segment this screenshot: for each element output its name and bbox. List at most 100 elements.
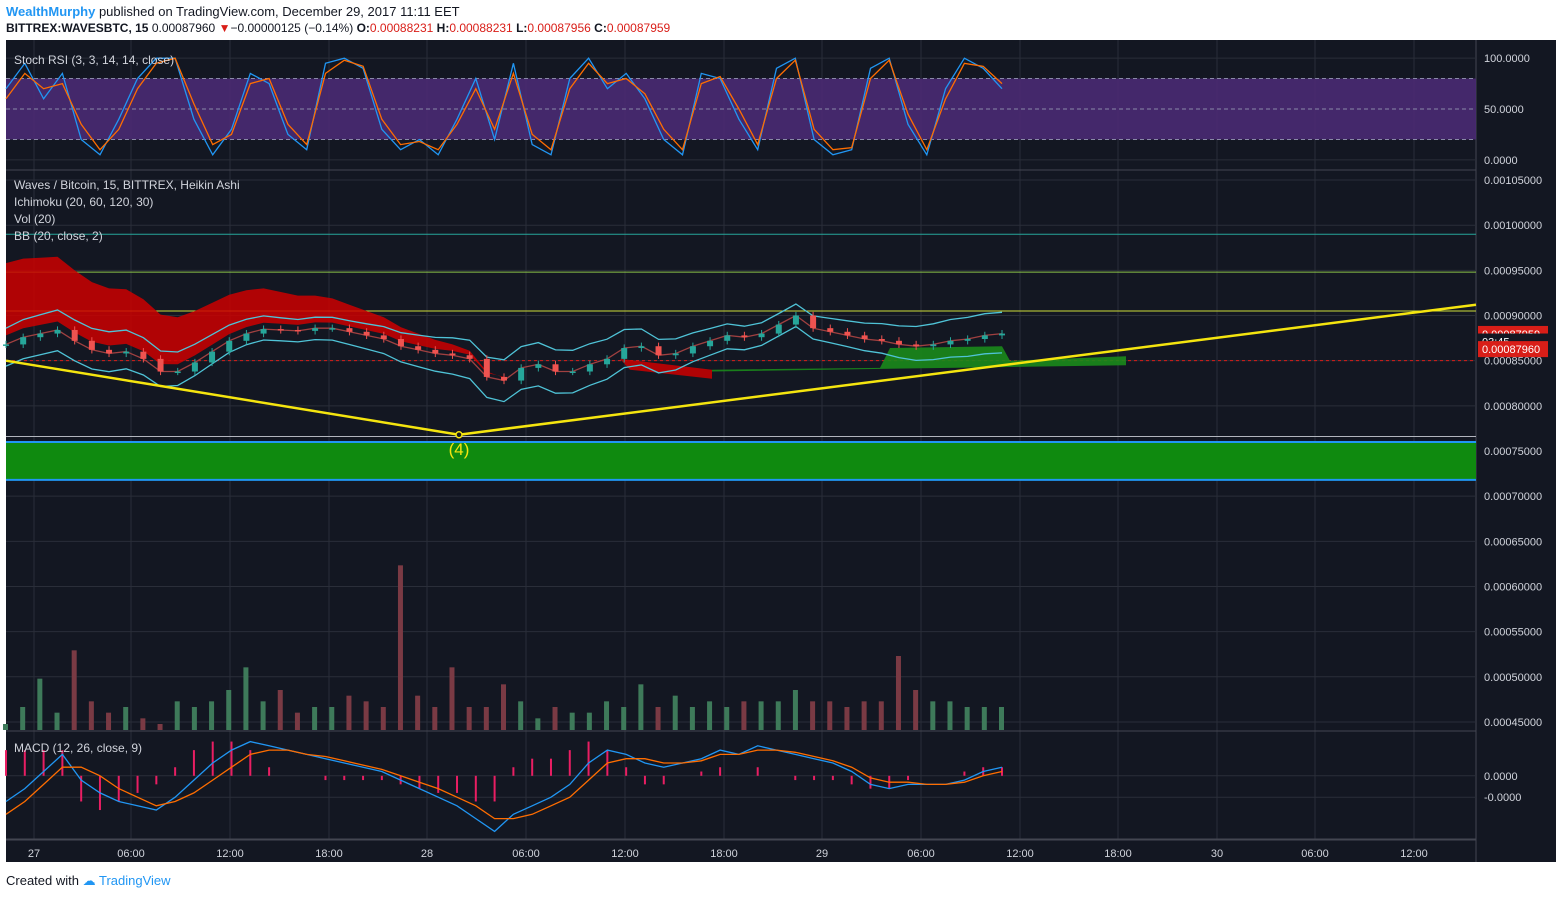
volume-bar bbox=[552, 707, 558, 730]
price-pane bbox=[3, 233, 1477, 481]
volume-bar bbox=[535, 718, 541, 730]
time-tick-label: 29 bbox=[816, 848, 828, 860]
price-tick-label: 0.00050000 bbox=[1484, 672, 1542, 684]
low-value: 0.00087956 bbox=[527, 21, 591, 35]
volume-bar bbox=[106, 712, 112, 730]
candle-body bbox=[895, 340, 902, 345]
volume-bar bbox=[20, 707, 26, 730]
candle-body bbox=[260, 329, 267, 334]
candle-body bbox=[878, 339, 885, 341]
time-tick-label: 27 bbox=[28, 848, 40, 860]
candle-body bbox=[535, 364, 542, 368]
candle-body bbox=[638, 346, 645, 349]
ichimoku-label: Ichimoku (20, 60, 120, 30) bbox=[14, 195, 153, 209]
candle-body bbox=[552, 364, 559, 372]
kumo-cloud-red-2 bbox=[620, 358, 712, 379]
tradingview-link[interactable]: TradingView bbox=[99, 873, 171, 888]
volume-bar bbox=[655, 707, 661, 730]
macd-tick-label: -0.0000 bbox=[1484, 792, 1521, 804]
candle-body bbox=[174, 371, 181, 374]
candle-body bbox=[913, 344, 920, 347]
candle-body bbox=[947, 340, 954, 345]
volume-bar bbox=[277, 690, 283, 730]
volume-bar bbox=[621, 707, 627, 730]
candle-body bbox=[157, 358, 164, 372]
candle-body bbox=[226, 340, 233, 352]
price-tick-label: 0.00090000 bbox=[1484, 311, 1542, 323]
candle-body bbox=[741, 335, 748, 338]
macd-signal-line bbox=[5, 749, 1003, 820]
volume-bar bbox=[981, 707, 987, 730]
time-axis[interactable]: 27 06:00 12:00 18:00 28 06:00 12:00 18:00 29 06:0… bbox=[28, 848, 1428, 860]
stoch-tick-label: 0.0000 bbox=[1484, 155, 1518, 167]
candle-body bbox=[397, 339, 404, 347]
volume-bar bbox=[861, 701, 867, 730]
candle-body bbox=[501, 376, 507, 381]
candle-body bbox=[415, 346, 422, 350]
candle-body bbox=[792, 315, 799, 325]
chart-canvas[interactable]: 100.0000 50.0000 0.0000 0.00105000 0.0010000… bbox=[0, 40, 1556, 868]
macd-line bbox=[5, 740, 1003, 833]
macd-pane bbox=[5, 740, 1003, 833]
volume-bar bbox=[260, 701, 266, 730]
stoch-rsi-pane bbox=[5, 57, 1476, 157]
wave-4-annotation: (4) bbox=[449, 440, 470, 459]
volume-bar bbox=[569, 712, 575, 730]
time-tick-label: 30 bbox=[1211, 848, 1223, 860]
price-axis[interactable]: 100.0000 50.0000 0.0000 0.00105000 0.0010000… bbox=[1478, 53, 1548, 804]
volume-bar bbox=[329, 707, 335, 730]
volume-bar bbox=[775, 701, 781, 730]
macd-title: MACD (12, 26, close, 9) bbox=[14, 741, 142, 755]
volume-bar bbox=[157, 724, 163, 730]
candle-body bbox=[810, 315, 817, 329]
price-tick-label: 0.00080000 bbox=[1484, 401, 1542, 413]
volume-bar bbox=[174, 701, 180, 730]
volume-bar bbox=[123, 707, 129, 730]
footer: Created with ☁ TradingView bbox=[6, 873, 171, 889]
candle-body bbox=[312, 328, 319, 331]
price-tag-label: 0.00087960 bbox=[1482, 344, 1540, 356]
candle-body bbox=[604, 358, 611, 365]
candle-body bbox=[981, 335, 988, 339]
candle-body bbox=[329, 328, 336, 330]
candle-body bbox=[20, 337, 27, 345]
symbol-label: BITTREX:WAVESBTC, 15 bbox=[6, 21, 149, 35]
candle-body bbox=[999, 333, 1005, 336]
volume-bar bbox=[638, 684, 644, 730]
volume-label: Vol (20) bbox=[14, 212, 55, 226]
price-tick-label: 0.00045000 bbox=[1484, 717, 1542, 729]
price-tick-label: 0.00085000 bbox=[1484, 356, 1542, 368]
time-tick-label: 12:00 bbox=[1400, 848, 1428, 860]
stoch-tick-label: 50.0000 bbox=[1484, 104, 1524, 116]
stoch-tick-label: 100.0000 bbox=[1484, 53, 1530, 65]
candle-body bbox=[775, 324, 782, 334]
volume-bars bbox=[3, 565, 1004, 730]
volume-bar bbox=[672, 695, 678, 730]
volume-bar bbox=[586, 712, 592, 730]
kumo-cloud-green bbox=[712, 346, 1126, 372]
volume-bar bbox=[88, 701, 94, 730]
price-tick-label: 0.00075000 bbox=[1484, 446, 1542, 458]
author-link[interactable]: WealthMurphy bbox=[6, 4, 96, 19]
volume-bar bbox=[810, 701, 816, 730]
time-tick-label: 06:00 bbox=[907, 848, 935, 860]
volume-bar bbox=[724, 707, 730, 730]
publish-text: published on TradingView.com, December 2… bbox=[98, 4, 460, 19]
volume-bar bbox=[707, 701, 713, 730]
price-tick-label: 0.00070000 bbox=[1484, 491, 1542, 503]
volume-bar bbox=[140, 718, 146, 730]
candle-body bbox=[655, 346, 662, 356]
tradingview-logo-icon: ☁ bbox=[82, 873, 96, 888]
volume-bar bbox=[604, 701, 610, 730]
candle-body bbox=[758, 333, 765, 338]
main-title: Waves / Bitcoin, 15, BITTREX, Heikin Ash… bbox=[14, 178, 240, 192]
candle-body bbox=[569, 371, 576, 374]
volume-bar bbox=[432, 707, 438, 730]
candle-body bbox=[123, 351, 130, 354]
volume-bar bbox=[466, 707, 472, 730]
candle-body bbox=[54, 329, 61, 334]
volume-bar bbox=[947, 701, 953, 730]
price-tick-label: 0.00095000 bbox=[1484, 265, 1542, 277]
bb-lower-band bbox=[5, 325, 1003, 403]
candle-body bbox=[88, 340, 95, 350]
